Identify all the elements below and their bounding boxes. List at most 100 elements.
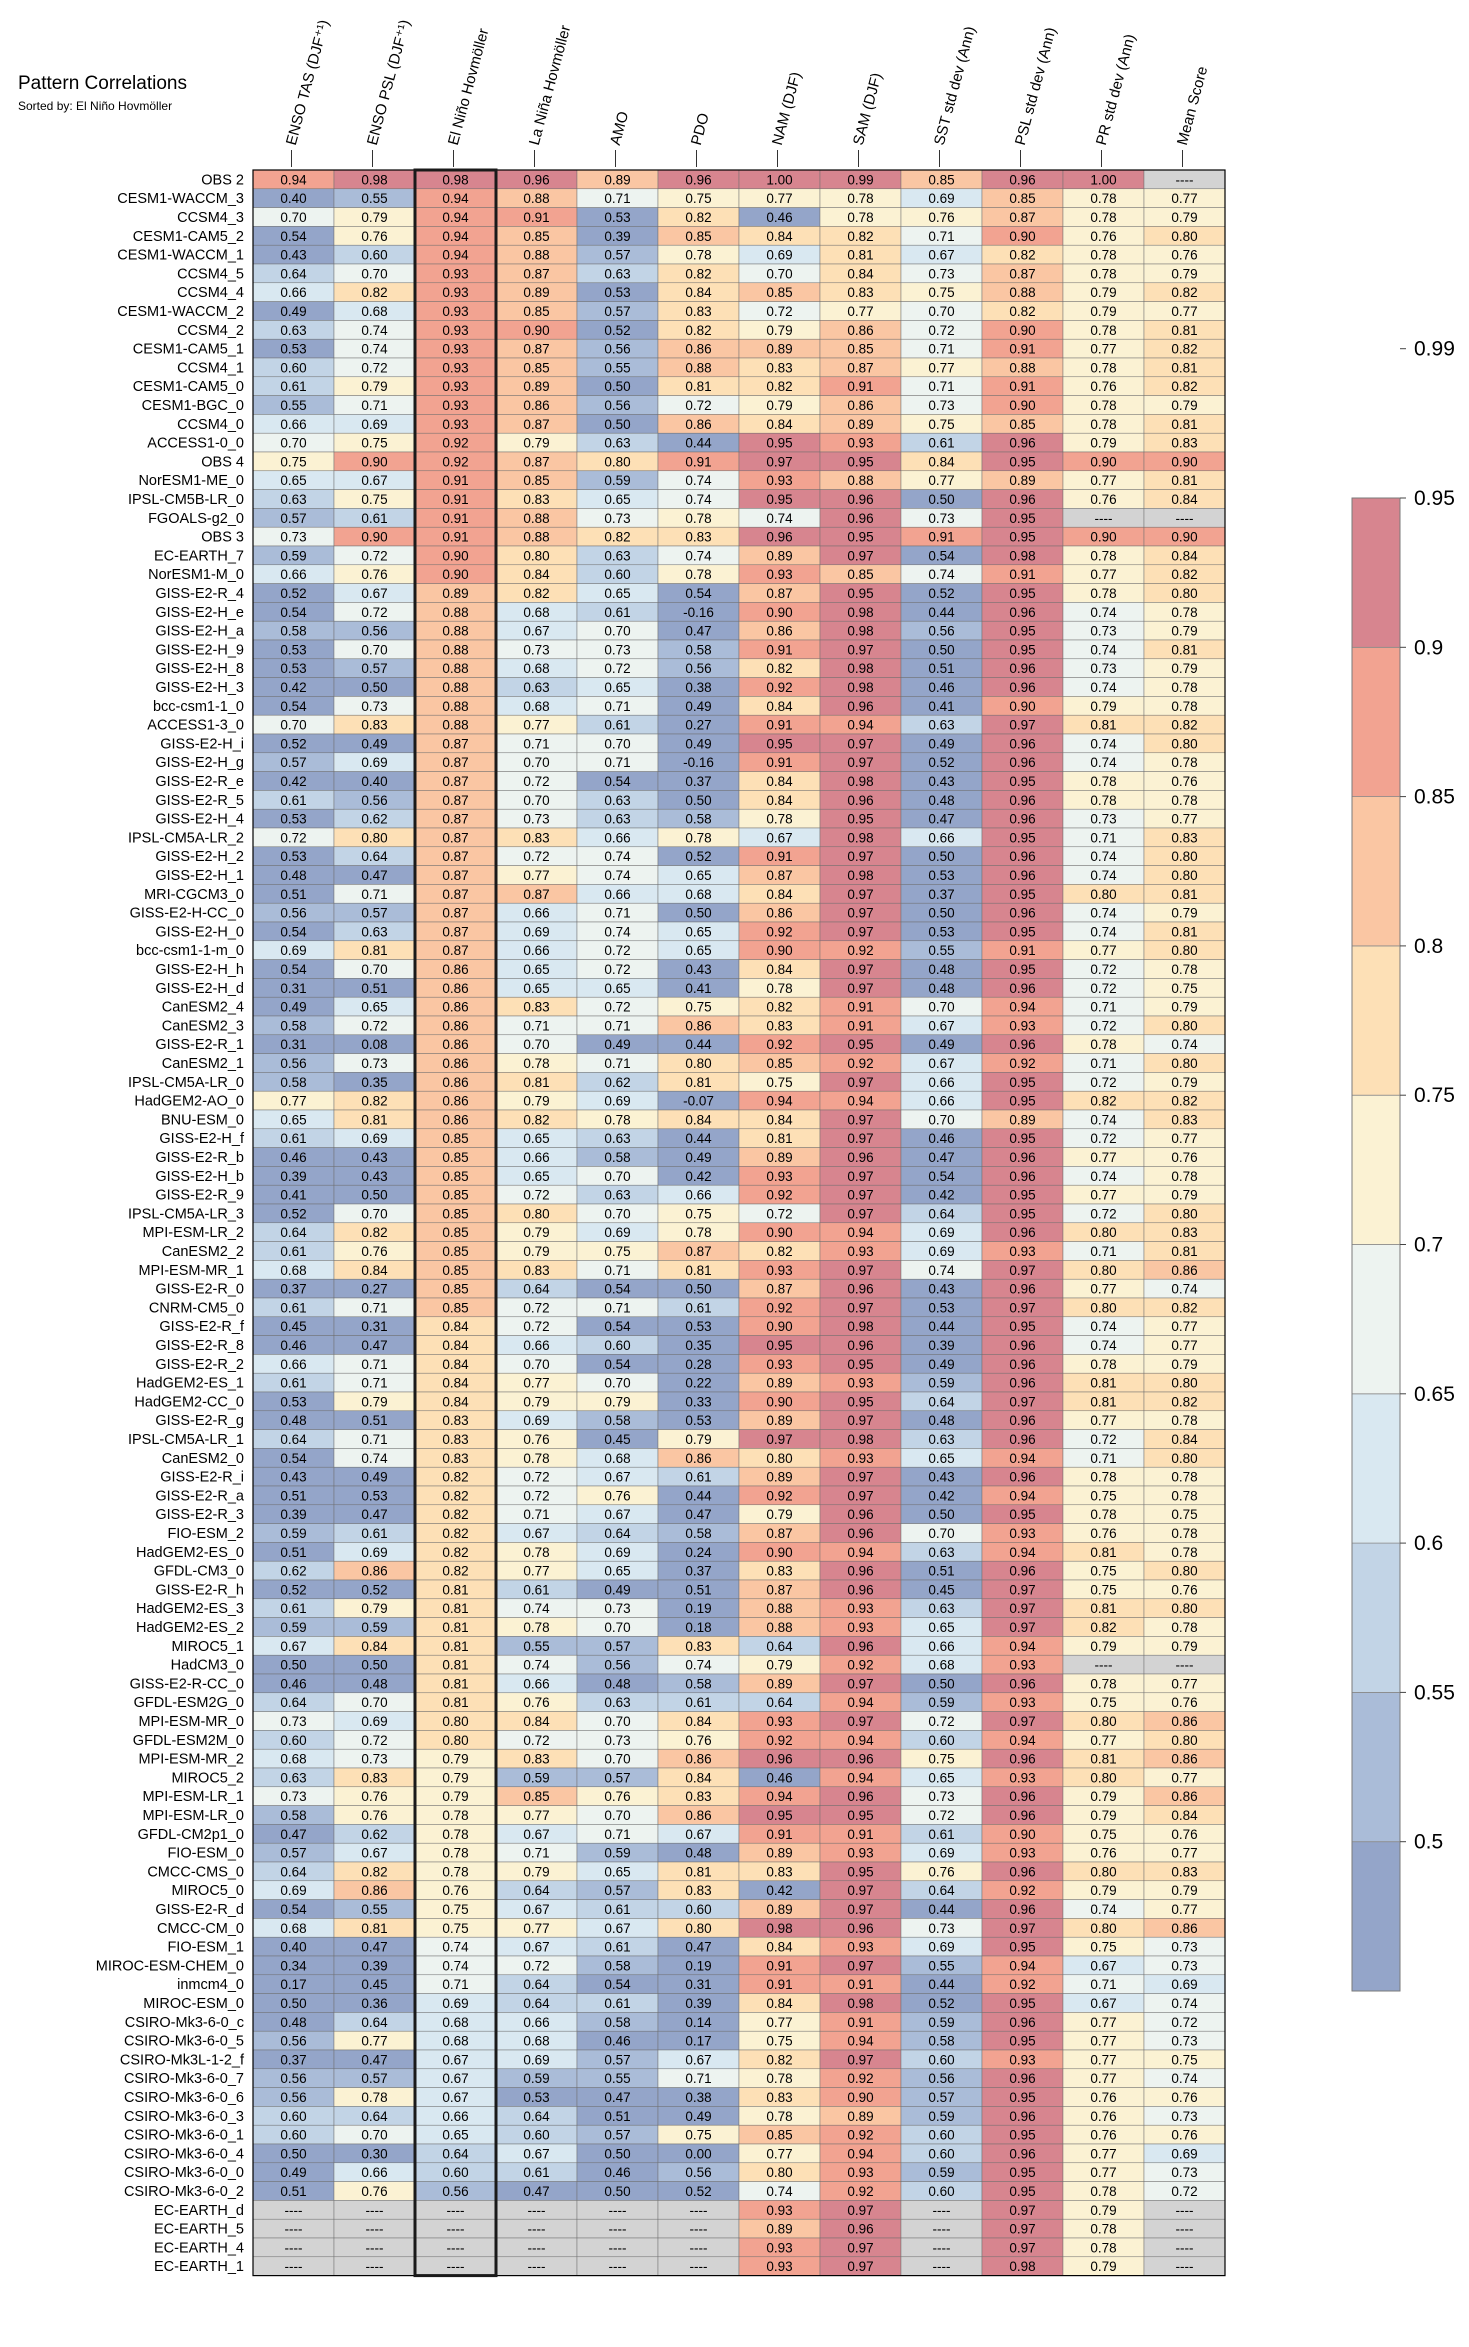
- cell-value: 0.64: [361, 2109, 388, 2124]
- cell-value: 0.98: [847, 624, 873, 639]
- cell-value: 0.78: [523, 1056, 549, 1071]
- cell-value: 0.65: [604, 586, 630, 601]
- cell-value: 0.82: [1171, 718, 1197, 733]
- cell-value: 0.78: [1171, 680, 1197, 695]
- cell-value: 0.66: [280, 567, 306, 582]
- cell-value: 0.62: [604, 1075, 630, 1090]
- cell-value: 0.80: [1171, 868, 1197, 883]
- cell-value: 0.51: [928, 1564, 954, 1579]
- row-label: GISS-E2-R_d: [155, 1902, 244, 1918]
- cell-value: 0.96: [1009, 680, 1035, 695]
- cell-value: 0.77: [1171, 304, 1197, 319]
- cell-value: 0.61: [280, 793, 306, 808]
- cell-value: 0.80: [685, 1921, 711, 1936]
- cell-value: 0.53: [523, 2090, 549, 2105]
- cell-value: 0.78: [442, 1864, 468, 1879]
- cell-value: 0.67: [604, 1507, 630, 1522]
- cell-value: 0.77: [847, 304, 873, 319]
- cell-value: 0.90: [766, 1394, 792, 1409]
- cell-value: 0.76: [523, 1695, 549, 1710]
- cell-value: 0.92: [847, 2184, 873, 2199]
- cell-value: 0.78: [1090, 2222, 1116, 2237]
- cell-value: 0.79: [766, 323, 792, 338]
- cell-value: 0.96: [847, 1338, 873, 1353]
- cell-value: 0.93: [1009, 1658, 1035, 1673]
- cell-value: 0.92: [847, 1056, 873, 1071]
- cell-value: 0.72: [604, 943, 630, 958]
- cell-value: 0.73: [523, 812, 549, 827]
- cell-value: 0.97: [847, 2052, 873, 2067]
- cell-value: 0.78: [1171, 793, 1197, 808]
- cell-value: 0.70: [523, 1037, 549, 1052]
- cell-value: 0.77: [523, 868, 549, 883]
- cell-value: 0.95: [766, 492, 792, 507]
- cell-value: 0.55: [928, 943, 954, 958]
- cell-value: 0.39: [928, 1338, 954, 1353]
- cell-value: 0.95: [847, 1394, 873, 1409]
- cell-value: 0.78: [1090, 360, 1116, 375]
- row-label: GISS-E2-H_b: [155, 1169, 244, 1185]
- cell-value: 0.97: [847, 1112, 873, 1127]
- row-label: MIROC5_2: [171, 1770, 244, 1786]
- cell-value: 0.70: [928, 1112, 954, 1127]
- cell-value: 0.96: [1009, 605, 1035, 620]
- cell-value: 0.86: [1171, 1789, 1197, 1804]
- cell-value: 0.87: [442, 755, 468, 770]
- cell-value: 0.90: [361, 530, 387, 545]
- row-label: GISS-E2-R_4: [155, 586, 244, 602]
- cell-value: 0.77: [1171, 1902, 1197, 1917]
- cell-value: 0.80: [1171, 943, 1197, 958]
- heatmap-frame: [252, 168, 1226, 2278]
- cell-value: 0.84: [523, 1714, 550, 1729]
- cell-value: 0.59: [928, 1376, 954, 1391]
- cell-value: 0.98: [847, 680, 873, 695]
- cell-value: 0.75: [928, 285, 954, 300]
- cell-value: 0.79: [1090, 2259, 1116, 2274]
- cell-value: 0.65: [523, 1169, 549, 1184]
- cell-value: 0.73: [604, 642, 630, 657]
- cell-value: 0.69: [523, 1413, 549, 1428]
- cell-value: 0.64: [928, 1394, 955, 1409]
- cell-value: 0.81: [1090, 718, 1116, 733]
- cell-value: 0.63: [280, 323, 306, 338]
- cell-value: 0.96: [1009, 1902, 1035, 1917]
- cell-value: 0.49: [685, 1150, 711, 1165]
- cell-value: 0.65: [604, 1564, 630, 1579]
- cell-value: 0.76: [361, 1244, 387, 1259]
- cell-value: 0.71: [523, 1507, 549, 1522]
- cell-value: 0.54: [280, 1902, 307, 1917]
- cell-value: 0.78: [1090, 191, 1116, 206]
- cell-value: 0.86: [766, 906, 792, 921]
- cell-value: 0.47: [523, 2184, 549, 2199]
- heatmap-cell-labels: 0.94 0.98 0.98 0.96 0.89 0.96 1.00 0.99 0.85 0.96…: [280, 172, 1198, 2274]
- cell-value: 0.50: [280, 1996, 306, 2011]
- cell-value: 0.60: [361, 248, 387, 263]
- cell-value: 0.71: [361, 1432, 387, 1447]
- cell-value: 0.67: [523, 1827, 549, 1842]
- cell-value: 0.83: [361, 1770, 387, 1785]
- row-label: CSIRO-Mk3-6-0_2: [124, 2184, 244, 2200]
- colorbar-tick-label: 0.5: [1414, 1831, 1443, 1854]
- cell-value: 0.54: [280, 229, 307, 244]
- cell-value: 0.58: [604, 1958, 630, 1973]
- chart-subtitle: Sorted by: El Niño Hovmöller: [18, 99, 172, 113]
- colorbar-tick-label: 0.99: [1414, 338, 1455, 361]
- cell-value: 0.84: [361, 1263, 388, 1278]
- cell-value: 0.98: [361, 172, 387, 187]
- cell-value: 0.70: [604, 1808, 630, 1823]
- cell-value: 0.94: [1009, 1639, 1036, 1654]
- cell-value: 0.50: [928, 906, 954, 921]
- cell-value: 0.78: [847, 210, 873, 225]
- row-label: CSIRO-Mk3-6-0_0: [124, 2165, 244, 2181]
- cell-value: 0.80: [1090, 1225, 1116, 1240]
- cell-value: 0.80: [685, 1056, 711, 1071]
- cell-value: 0.94: [442, 191, 469, 206]
- cell-value: 0.77: [1171, 812, 1197, 827]
- row-label: HadGEM2-ES_2: [136, 1620, 244, 1636]
- row-label: EC-EARTH_5: [154, 2222, 244, 2238]
- cell-value: 0.78: [1171, 1470, 1197, 1485]
- row-label: CCSM4_2: [177, 323, 244, 339]
- cell-value: 0.74: [685, 492, 712, 507]
- cell-value: 0.42: [280, 680, 306, 695]
- cell-value: 0.93: [847, 1601, 873, 1616]
